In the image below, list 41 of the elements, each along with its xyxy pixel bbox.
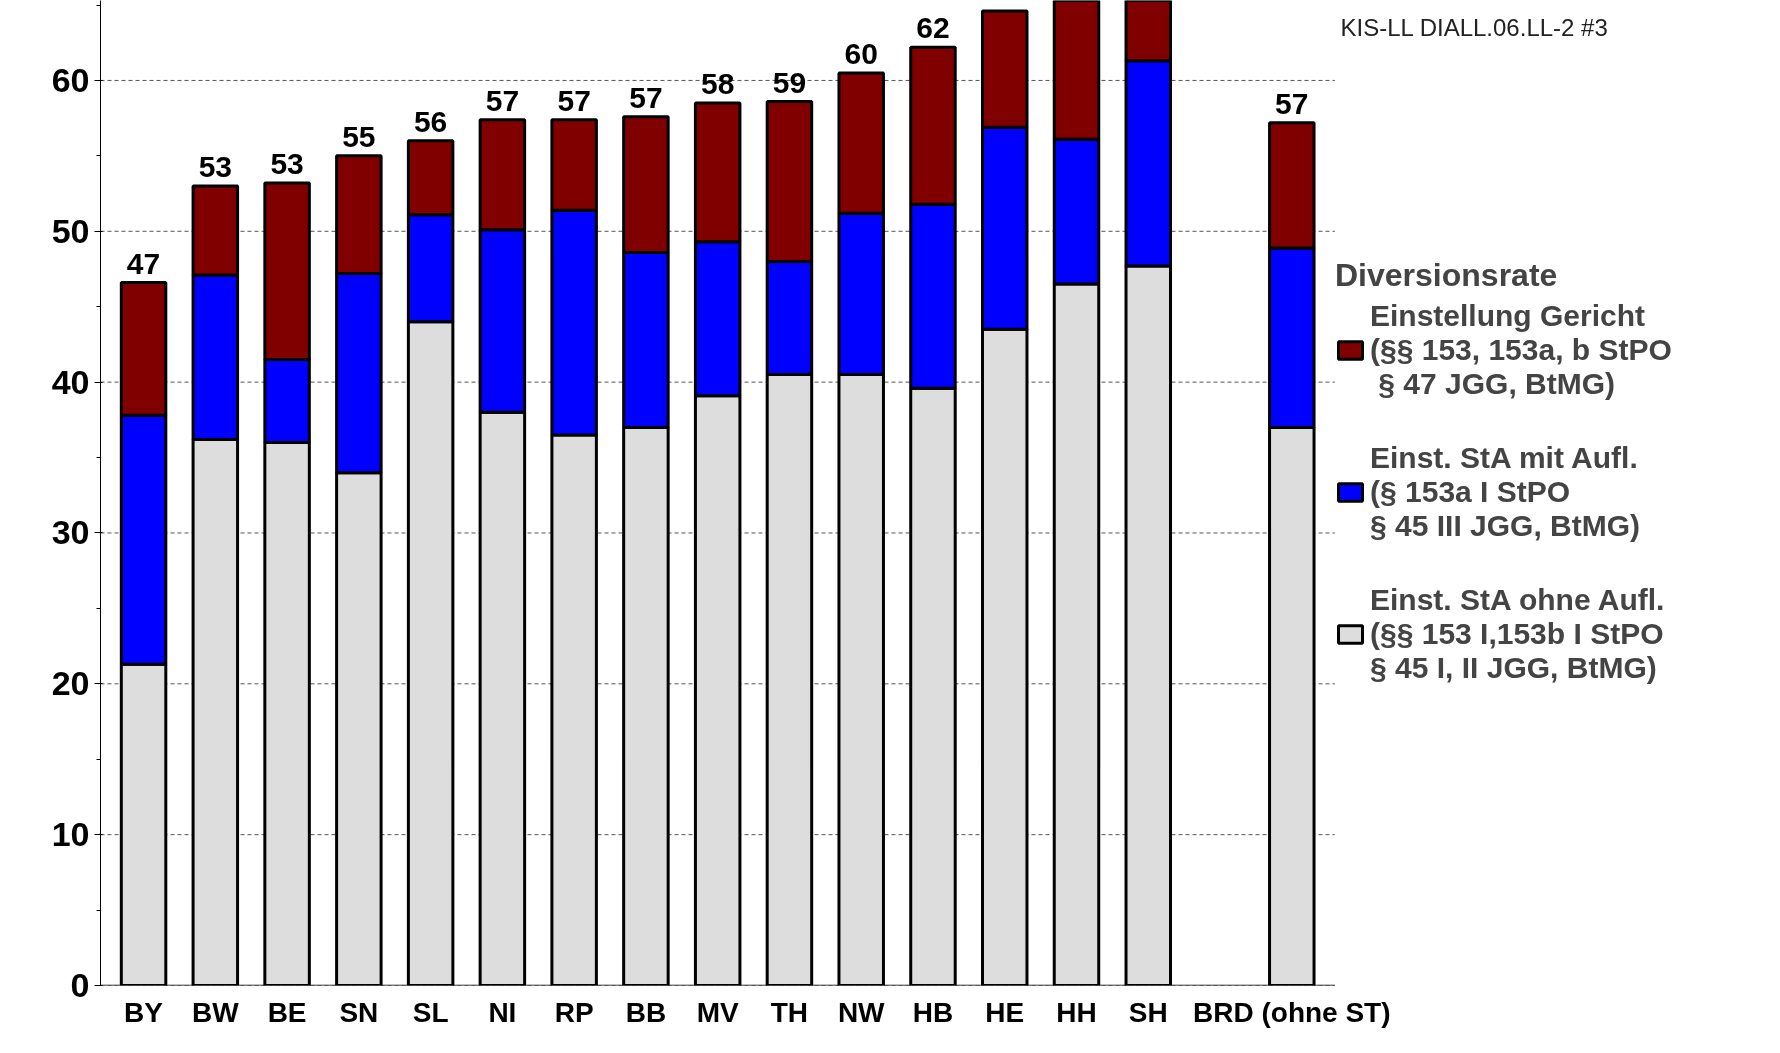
y-tick-label: 60	[51, 60, 90, 99]
x-tick-label: BRD (ohne ST)	[1193, 996, 1391, 1028]
x-tick-label: HH	[1056, 996, 1097, 1028]
legend-label: Einst. StA mit Aufl. (§ 153a I StPO § 45 III JGG, BtMG)	[1370, 441, 1641, 543]
total-label: 62	[916, 11, 950, 45]
total-label: 53	[270, 146, 304, 180]
x-tick-label: SN	[339, 996, 379, 1028]
x-tick-label: BY	[124, 996, 164, 1028]
total-label: 58	[700, 67, 735, 101]
x-tick-label: BW	[192, 996, 240, 1028]
x-tick-label: BB	[625, 996, 667, 1028]
total-label: 56	[413, 104, 448, 138]
x-tick-label: MV	[696, 996, 739, 1028]
total-label: 55	[342, 119, 376, 153]
x-tick-label: SH	[1128, 996, 1168, 1028]
y-tick-label: 40	[51, 362, 90, 401]
x-tick-label: TH	[770, 996, 809, 1028]
x-tick-label: NI	[488, 996, 517, 1028]
legend-label: Einst. StA ohne Aufl. (§§ 153 I,153b I StPO § 45 I, II JGG, BtMG)	[1370, 583, 1665, 685]
x-tick-label: BE	[267, 996, 307, 1028]
total-label: 57	[557, 83, 591, 117]
text: KIS-LL DIALL.06.LL-2 #3	[1340, 13, 1608, 41]
total-label: 47	[126, 246, 161, 280]
x-tick-label: SL	[412, 996, 449, 1028]
total-label: 53	[198, 149, 233, 183]
y-tick-label: 30	[51, 513, 90, 552]
legend-label: Einstellung Gericht (§§ 153, 153a, b StPO § 47 JGG, BtMG)	[1370, 299, 1672, 401]
legend-title: Diversionsrate	[1335, 257, 1559, 294]
total-label: 59	[772, 65, 807, 99]
y-tick-label: 50	[51, 211, 90, 250]
x-tick-label: HE	[985, 996, 1025, 1028]
total-label: 57	[1275, 86, 1309, 120]
x-tick-label: HB	[912, 996, 954, 1028]
x-tick-label: NW	[837, 996, 886, 1028]
total-label: 57	[629, 80, 663, 114]
y-tick-label: 0	[70, 966, 90, 1004]
x-tick-label: RP	[554, 996, 594, 1028]
total-label: 57	[485, 83, 520, 117]
total-label: 60	[844, 36, 878, 70]
y-tick-label: 10	[51, 815, 90, 854]
y-tick-label: 20	[51, 664, 90, 703]
